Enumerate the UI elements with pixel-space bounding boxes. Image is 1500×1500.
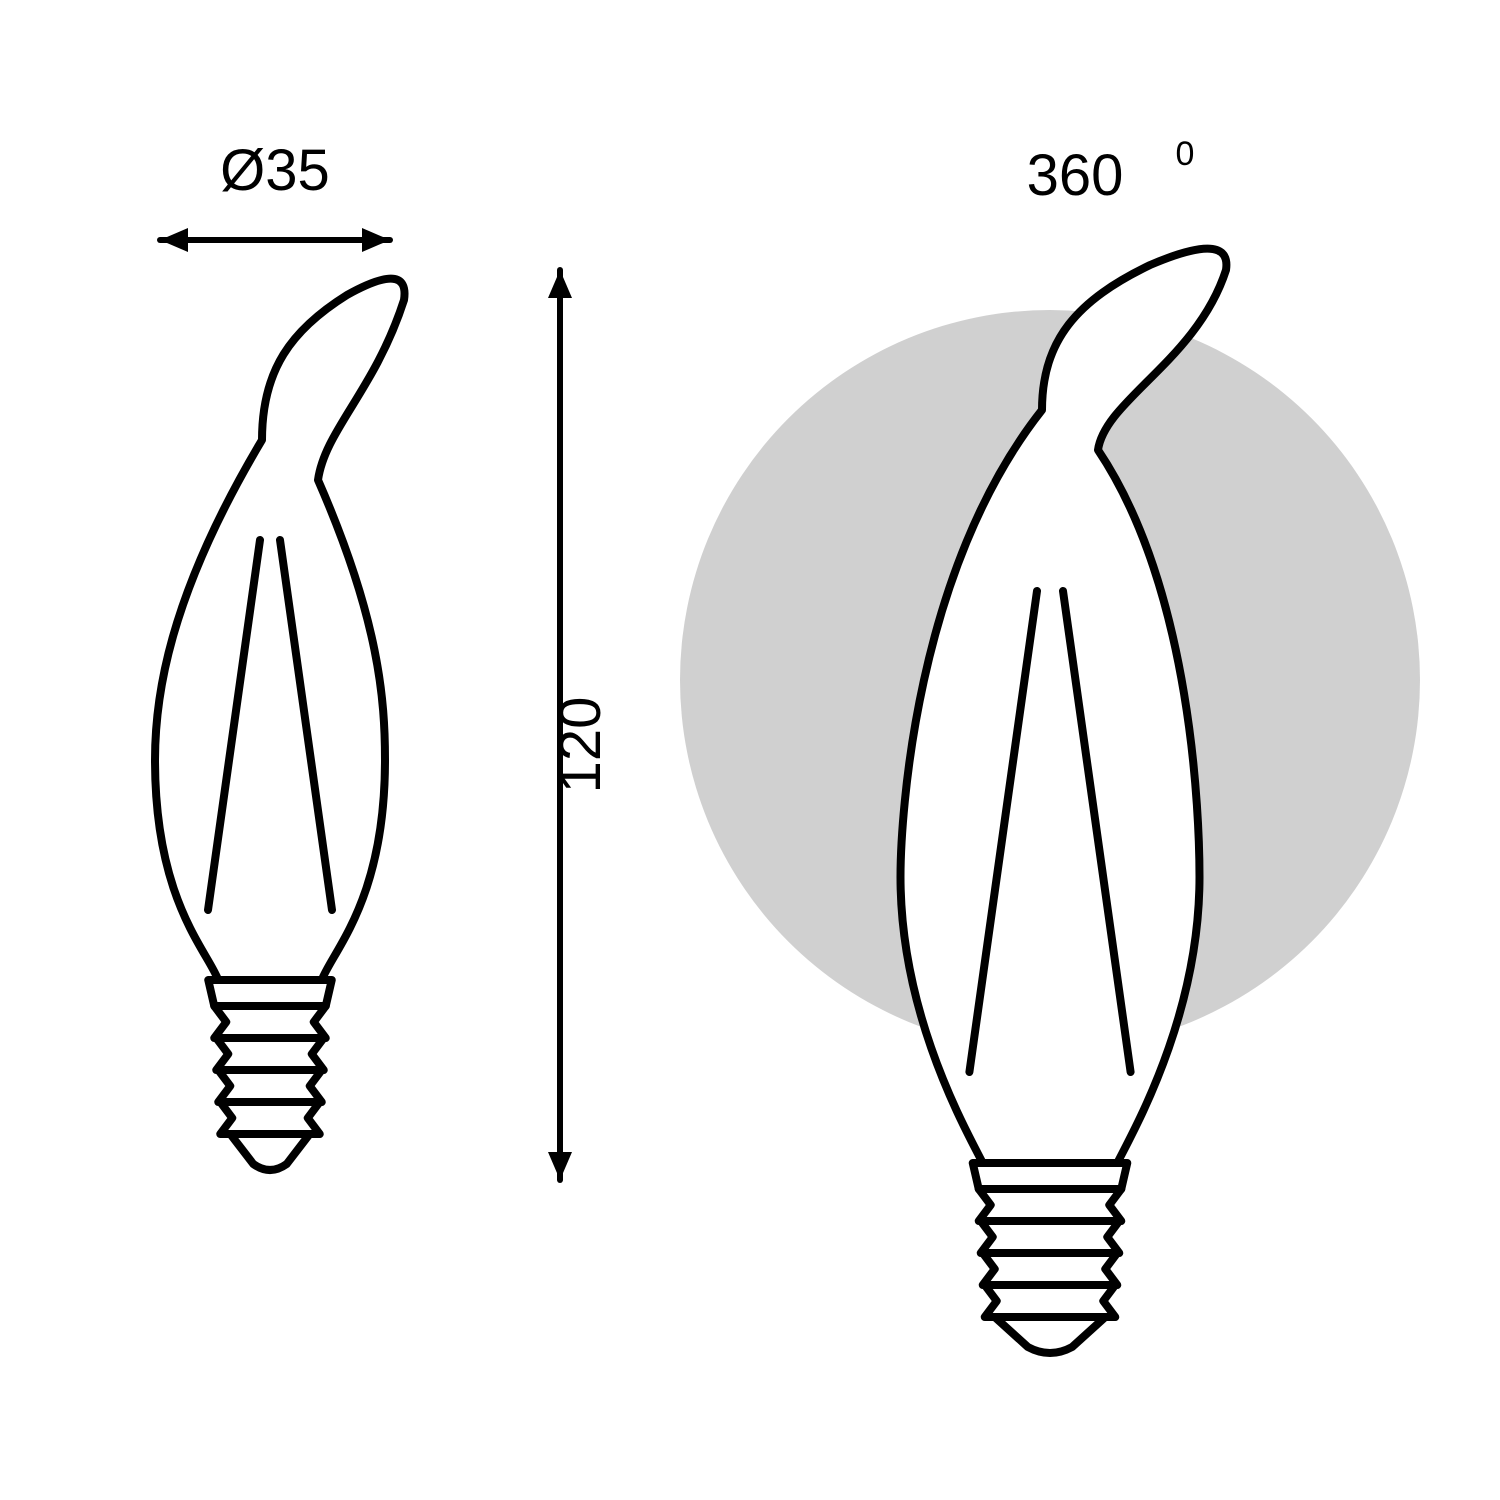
bulb-base-thread [216,1038,324,1070]
bulb-base-thread [214,1006,326,1038]
bulb-base-thread [218,1070,322,1102]
bulb-base-thread [981,1221,1120,1253]
bulb-base-tip [995,1317,1106,1353]
left-bulb [155,279,405,1170]
beam-angle-superscript: 0 [1176,135,1195,173]
bulb-base-thread [979,1189,1122,1221]
diameter-label: Ø35 [220,138,330,203]
height-label: 120 [548,697,613,794]
bulb-glass [155,279,405,980]
dimension-width-arrow [160,228,390,252]
bulb-base-thread [220,1102,320,1134]
bulb-base-tip [230,1134,310,1170]
bulb-base-thread [985,1285,1116,1317]
beam-angle-label: 360 [1027,143,1124,208]
bulb-base-thread [983,1253,1118,1285]
